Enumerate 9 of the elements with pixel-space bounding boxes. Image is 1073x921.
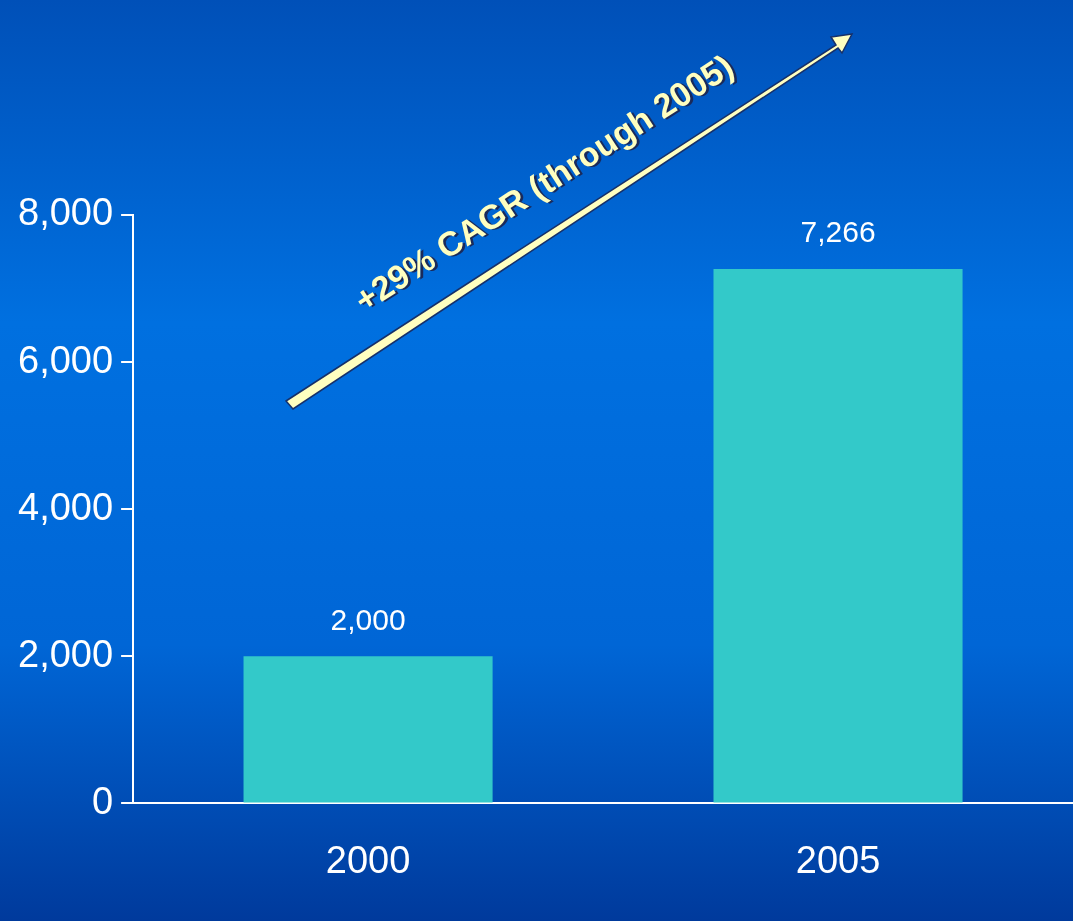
data-label: 2,000 bbox=[330, 602, 406, 636]
y-tick-label: 2,000 bbox=[18, 632, 114, 675]
y-tick-label: 6,000 bbox=[18, 338, 114, 381]
x-tick-label: 2005 bbox=[795, 838, 881, 881]
y-tick-label: 4,000 bbox=[18, 485, 114, 528]
x-tick-label: 2000 bbox=[325, 838, 411, 881]
data-label: 7,266 bbox=[800, 215, 876, 249]
y-tick-label: 8,000 bbox=[18, 191, 114, 234]
y-tick-label: 0 bbox=[91, 779, 114, 822]
